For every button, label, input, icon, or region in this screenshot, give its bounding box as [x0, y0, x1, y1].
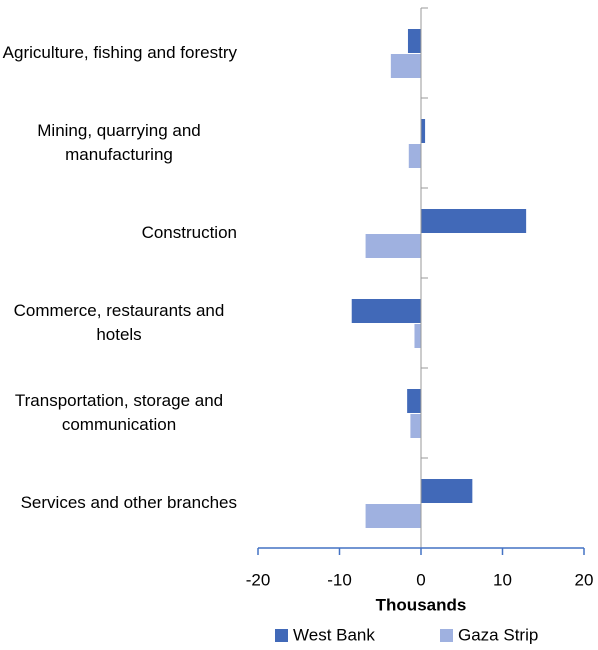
y-tick-label: Services and other branches: [20, 493, 237, 512]
legend-label: Gaza Strip: [458, 625, 538, 644]
y-tick-label: Construction: [141, 223, 237, 242]
bar: [410, 414, 421, 438]
bar: [365, 504, 421, 528]
x-tick-label: 0: [416, 570, 425, 589]
y-tick-label: Mining, quarrying and manufacturing: [37, 121, 201, 164]
bar: [365, 234, 421, 258]
x-tick-label: -20: [246, 570, 271, 589]
bar: [421, 479, 473, 503]
y-tick-label: Agriculture, fishing and forestry: [2, 43, 237, 62]
bar: [421, 209, 527, 233]
bar: [414, 324, 421, 348]
y-tick-label: Commerce, restaurants and hotels: [13, 301, 225, 344]
x-tick-label: 10: [493, 570, 512, 589]
bar: [421, 119, 426, 143]
x-tick-label: -10: [327, 570, 352, 589]
bar: [407, 29, 421, 53]
bar: [390, 54, 421, 78]
legend-label: West Bank: [293, 625, 375, 644]
bar: [407, 389, 421, 413]
y-tick-label: Transportation, storage and communicatio…: [14, 391, 224, 434]
legend-swatch: [275, 629, 288, 642]
legend-swatch: [440, 629, 453, 642]
bar: [408, 144, 421, 168]
bar: [351, 299, 421, 323]
x-tick-label: 20: [575, 570, 594, 589]
x-axis-label: Thousands: [376, 595, 467, 614]
